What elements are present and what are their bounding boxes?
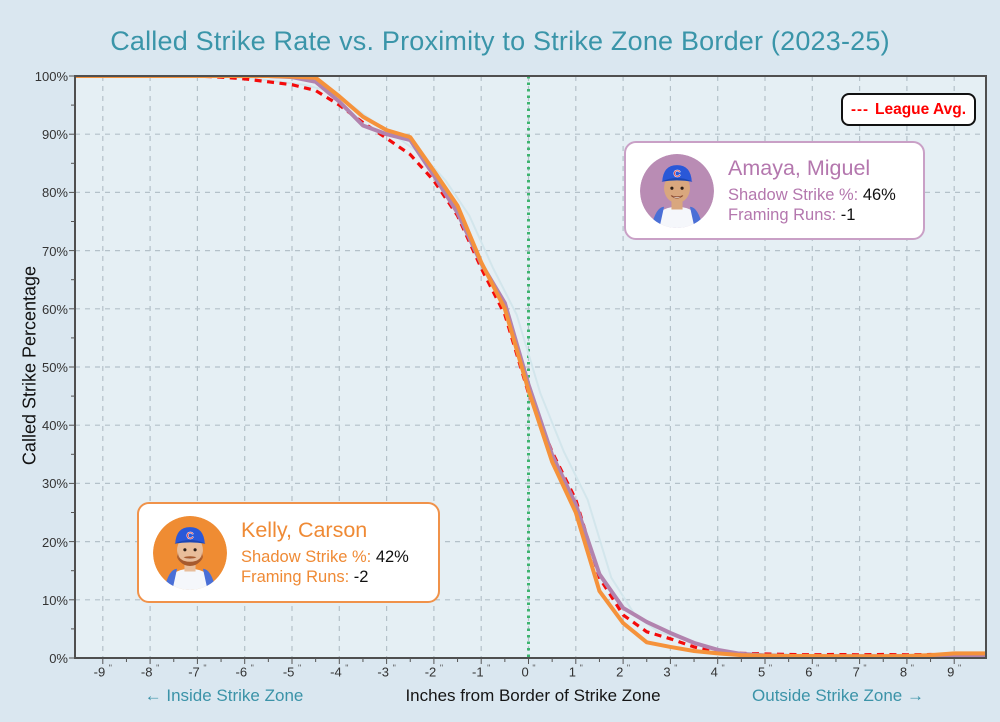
player-card-kelly[interactable]: C Kelly, Carson Shadow Strike %: 42% Fra…: [137, 502, 440, 603]
amaya-framing-label: Framing Runs:: [728, 206, 837, 225]
inside-zone-caption: ← Inside Strike Zone: [144, 686, 304, 705]
amaya-framing-value: -1: [840, 206, 856, 225]
x-tick-label: -4 ": [330, 663, 349, 680]
kelly-avatar: C: [153, 515, 227, 590]
y-tick-label: 100%: [34, 69, 68, 84]
y-tick-label: 70%: [41, 243, 68, 259]
svg-text:C: C: [673, 169, 681, 180]
outside-zone-caption: Outside Strike Zone →: [752, 686, 924, 705]
x-axis-label: Inches from Border of Strike Zone: [405, 686, 661, 705]
kelly-framing-value: -2: [353, 568, 369, 587]
kelly-shadow-label: Shadow Strike %:: [241, 547, 372, 566]
x-tick-label: 3 ": [663, 663, 678, 680]
x-tick-label: -3 ": [377, 663, 396, 680]
x-tick-label: -9 ": [93, 663, 112, 680]
x-tick-label: -7 ": [188, 663, 207, 680]
x-tick-label: 6 ": [805, 663, 820, 680]
legend-label: League Avg.: [874, 100, 966, 118]
x-tick-label: 8 ": [899, 663, 914, 680]
y-tick-label: 60%: [41, 301, 68, 317]
y-tick-label: 90%: [41, 127, 68, 143]
y-tick-label: 80%: [41, 185, 68, 201]
player-card-amaya[interactable]: C Amaya, Miguel Shadow Strike %: 46% Fra…: [624, 141, 925, 240]
y-tick-label: 30%: [41, 476, 68, 492]
page-title: Called Strike Rate vs. Proximity to Stri…: [110, 26, 890, 56]
legend-dash-sample: ---: [850, 101, 869, 118]
y-tick-label: 40%: [41, 418, 68, 434]
series-line-kelly: [75, 76, 986, 658]
x-tick-label: -1 ": [472, 663, 491, 680]
legend-league-avg[interactable]: --- League Avg.: [841, 93, 976, 126]
kelly-name: Kelly, Carson: [241, 517, 368, 542]
x-tick-label: -8 ": [140, 663, 160, 680]
kelly-framing-label: Framing Runs:: [241, 568, 350, 587]
amaya-shadow-value: 46%: [862, 185, 896, 204]
y-tick-label: 50%: [41, 360, 68, 375]
x-tick-label: 1 ": [568, 663, 583, 680]
y-tick-label: 0%: [49, 651, 68, 666]
amaya-avatar: C: [640, 153, 714, 228]
x-tick-label: -2 ": [424, 663, 444, 680]
amaya-name: Amaya, Miguel: [728, 155, 871, 180]
x-tick-label: 4 ": [710, 663, 725, 680]
kelly-shadow-value: 42%: [375, 547, 409, 566]
y-tick-label: 20%: [41, 534, 68, 550]
x-tick-label: 9 ": [947, 663, 962, 680]
x-tick-label: 2 ": [616, 663, 631, 680]
x-tick-label: 5 ": [757, 663, 773, 680]
svg-text:C: C: [186, 531, 194, 542]
x-tick-label: -6 ": [235, 663, 254, 680]
amaya-shadow-label: Shadow Strike %:: [728, 185, 859, 204]
y-tick-label: 10%: [41, 592, 68, 608]
x-tick-label: -5 ": [282, 663, 302, 680]
x-tick-label: 7 ": [852, 663, 867, 680]
x-tick-label: 0 ": [521, 663, 536, 680]
